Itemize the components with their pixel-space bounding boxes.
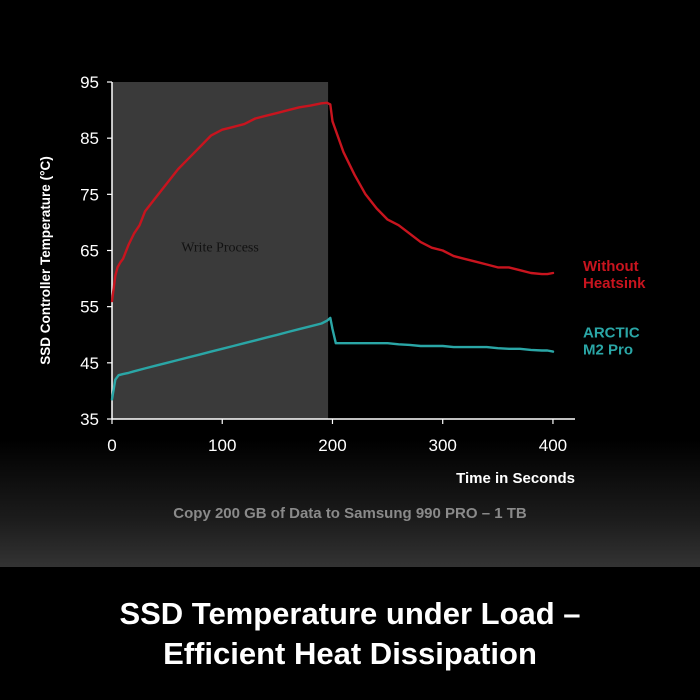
y-axis-label: SSD Controller Temperature (°C) [38, 156, 53, 364]
x-tick-label: 300 [429, 436, 457, 455]
y-tick-label: 45 [80, 354, 99, 373]
x-tick-label: 400 [539, 436, 567, 455]
series-label-1-line-1: M2 Pro [583, 342, 633, 359]
chart-svg: Write Process 35 45 55 65 75 85 95 0 100 200 300 40… [38, 73, 646, 487]
x-tick-label: 200 [318, 436, 346, 455]
chart-subtitle: Copy 200 GB of Data to Samsung 990 PRO –… [173, 505, 527, 522]
y-tick-label: 65 [80, 242, 99, 261]
series-label-0-line-0: Without [583, 258, 639, 275]
x-tick-label: 0 [107, 436, 116, 455]
page-title: SSD Temperature under Load – Efficient H… [0, 594, 700, 674]
title-line-1: SSD Temperature under Load – [119, 596, 581, 631]
write-process-region [112, 82, 329, 419]
y-tick-label: 95 [80, 73, 99, 92]
series-label-0-line-1: Heatsink [583, 275, 646, 292]
series-layer [110, 101, 555, 401]
axes: 35 45 55 65 75 85 95 0 100 200 300 400 [80, 73, 575, 455]
y-tick-label: 75 [80, 185, 99, 204]
write-process-label: Write Process [181, 241, 259, 256]
y-tick-label: 55 [80, 298, 99, 317]
y-tick-label: 35 [80, 410, 99, 429]
series-label-1-line-0: ARCTIC [583, 325, 640, 342]
series-line-0 [110, 101, 555, 303]
title-line-2: Efficient Heat Dissipation [163, 636, 537, 671]
x-axis-label: Time in Seconds [456, 470, 575, 487]
x-tick-label: 100 [208, 436, 236, 455]
series-line-1 [110, 316, 555, 401]
y-tick-label: 85 [80, 129, 99, 148]
